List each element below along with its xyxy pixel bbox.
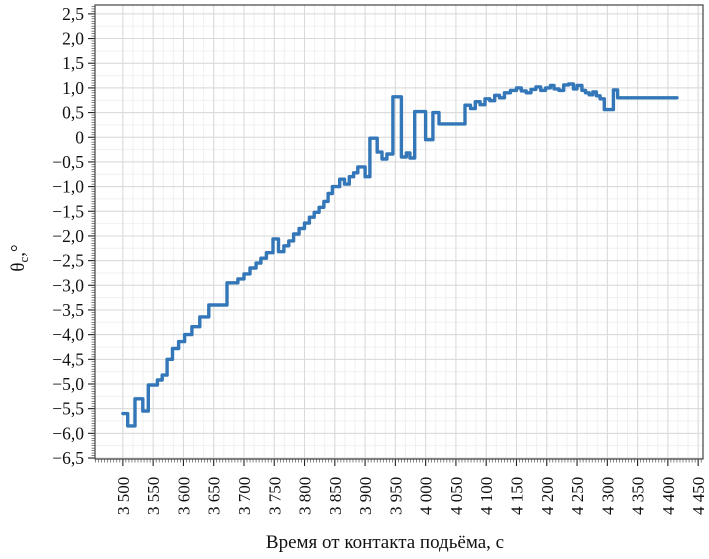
x-tick-label: 3 550 <box>144 477 163 515</box>
x-tick-label: 4 250 <box>568 477 587 515</box>
y-tick-label: −1,5 <box>52 201 84 221</box>
x-tick-label: 4 150 <box>507 477 526 515</box>
x-tick-label: 3 800 <box>296 477 315 515</box>
x-axis-title: Время от контакта подьёма, с <box>266 532 504 553</box>
x-tick-label: 3 700 <box>235 477 254 515</box>
y-tick-label: −3,5 <box>52 300 84 320</box>
y-tick-label: −5,5 <box>52 399 84 419</box>
x-tick-label: 3 650 <box>205 477 224 515</box>
y-tick-label: 1,5 <box>62 53 84 73</box>
y-tick-label: 1,0 <box>62 78 84 98</box>
x-tick-label: 4 350 <box>629 477 648 515</box>
x-tick-label: 4 400 <box>659 477 678 515</box>
x-tick-label: 3 900 <box>356 477 375 515</box>
y-tick-label: −4,5 <box>52 349 84 369</box>
y-tick-label: −5,0 <box>52 374 84 394</box>
y-tick-label: −4,0 <box>52 325 84 345</box>
y-tick-label: 0,5 <box>62 103 84 123</box>
y-axis-title: θс,° <box>8 244 31 271</box>
x-tick-label: 4 200 <box>538 477 557 515</box>
y-tick-label: −6,5 <box>52 448 84 468</box>
data-line <box>121 82 679 428</box>
x-tick-label: 4 000 <box>417 477 436 515</box>
y-tick-label: −0,5 <box>52 152 84 172</box>
x-tick-label: 4 300 <box>598 477 617 515</box>
x-tick-label: 4 450 <box>689 477 708 515</box>
y-tick-label: −6,0 <box>52 423 84 443</box>
y-tick-label: −2,0 <box>52 226 84 246</box>
x-tick-label: 3 950 <box>386 477 405 515</box>
x-tick-label: 4 050 <box>447 477 466 515</box>
plot-frame <box>94 4 704 460</box>
y-tick-label: 0 <box>75 127 84 147</box>
y-tick-label: −2,5 <box>52 251 84 271</box>
x-tick-label: 3 500 <box>114 477 133 515</box>
x-tick-label: 3 850 <box>326 477 345 515</box>
y-tick-label: −1,0 <box>52 177 84 197</box>
x-tick-label: 3 750 <box>265 477 284 515</box>
x-tick-label: 4 100 <box>477 477 496 515</box>
y-tick-label: 2,0 <box>62 29 84 49</box>
y-tick-label: −3,0 <box>52 275 84 295</box>
x-tick-label: 3 600 <box>174 477 193 515</box>
y-tick-label: 2,5 <box>62 4 84 24</box>
